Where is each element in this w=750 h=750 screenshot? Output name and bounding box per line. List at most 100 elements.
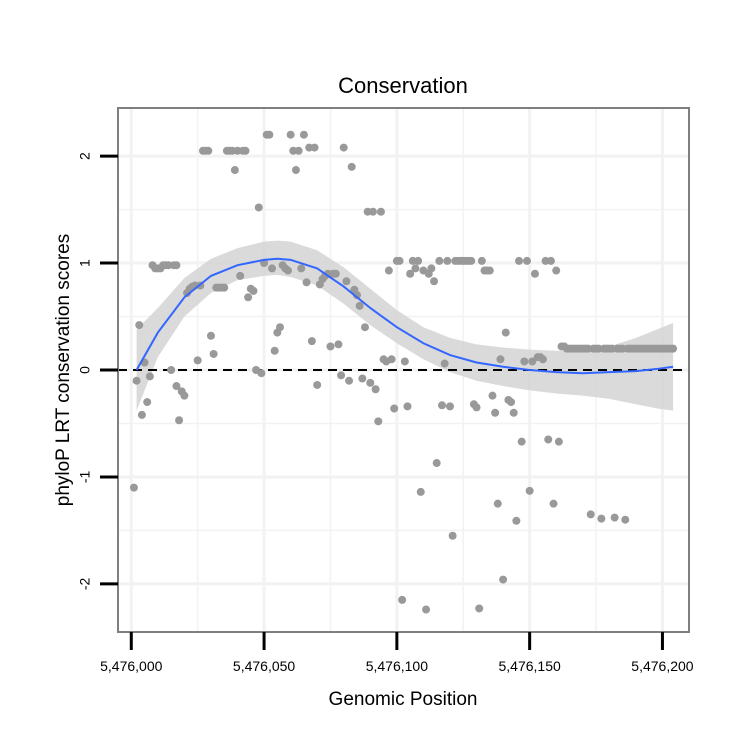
x-tick-label: 5,476,050 (233, 658, 295, 674)
x-axis-title: Genomic Position (329, 689, 478, 710)
data-point (145, 372, 154, 381)
smooth-line (135, 257, 674, 375)
data-point (443, 256, 452, 265)
x-tick-label: 5,476,200 (631, 658, 693, 674)
data-point (175, 416, 184, 425)
data-point (422, 605, 431, 614)
data-point (411, 264, 420, 273)
data-point (257, 369, 266, 378)
data-point (499, 575, 508, 584)
data-point (530, 269, 539, 278)
data-point (552, 266, 561, 275)
data-point (204, 146, 213, 155)
data-point (546, 256, 555, 265)
data-point (467, 256, 476, 265)
y-axis-title: phyloP LRT conservation scores (53, 234, 74, 507)
data-point (313, 380, 322, 389)
data-point (291, 166, 300, 175)
data-point (137, 410, 146, 419)
data-point (432, 459, 441, 468)
y-tick-label: 1 (77, 259, 93, 267)
data-point (268, 264, 277, 273)
data-point (249, 286, 258, 295)
data-point (427, 264, 436, 273)
data-point (345, 376, 354, 385)
data-point (307, 337, 316, 346)
data-point (406, 269, 415, 278)
data-point (586, 510, 595, 519)
data-point (440, 359, 449, 368)
data-point (597, 514, 606, 523)
data-point (368, 207, 377, 216)
data-point (209, 349, 218, 358)
data-point (445, 402, 454, 411)
data-point (299, 130, 308, 139)
data-point (390, 404, 399, 413)
data-point (172, 261, 181, 270)
data-point (488, 391, 497, 400)
data-point (538, 355, 547, 364)
data-point (241, 146, 250, 155)
data-point (520, 357, 529, 366)
data-point (206, 331, 215, 340)
data-point (544, 435, 553, 444)
data-point (270, 346, 279, 355)
data-point (366, 378, 375, 387)
data-point (477, 256, 486, 265)
data-point (398, 595, 407, 604)
data-point (244, 293, 253, 302)
data-point (339, 143, 348, 152)
data-point (193, 356, 202, 365)
data-point (491, 408, 500, 417)
data-point (395, 256, 404, 265)
data-point (286, 130, 295, 139)
data-point (310, 143, 319, 152)
x-axis: 5,476,000 5,476,050 5,476,100 5,476,150 5,47… (100, 632, 694, 674)
data-point (435, 256, 444, 265)
data-point (326, 342, 335, 351)
data-point (512, 516, 521, 525)
data-point (360, 323, 369, 332)
data-point (355, 301, 364, 310)
data-point (400, 357, 409, 366)
data-point (387, 355, 396, 364)
data-point (220, 283, 229, 292)
data-point (297, 264, 306, 273)
data-point (172, 382, 181, 391)
y-axis: -2 -1 0 1 2 (77, 152, 118, 590)
data-point (472, 403, 481, 412)
data-points-layer (129, 130, 678, 614)
data-point (528, 357, 537, 366)
data-point (515, 256, 524, 265)
confidence-band-layer (136, 240, 674, 411)
data-point (337, 371, 346, 380)
data-point (517, 437, 526, 446)
data-point (554, 437, 563, 446)
data-point (448, 531, 457, 540)
data-point (501, 328, 510, 337)
data-point (493, 499, 502, 508)
data-point (276, 323, 284, 332)
data-point (129, 483, 138, 492)
chart-title: Conservation (338, 73, 468, 98)
data-point (180, 391, 189, 400)
data-point (135, 321, 144, 330)
data-point (509, 408, 518, 417)
data-point (621, 515, 630, 524)
data-point (496, 355, 505, 364)
data-point (475, 604, 484, 613)
data-point (376, 207, 385, 216)
data-point (283, 266, 292, 275)
data-point (143, 398, 152, 407)
y-tick-label: -1 (77, 471, 93, 484)
data-point (358, 374, 367, 383)
data-point (374, 417, 383, 426)
data-point (430, 277, 439, 286)
y-tick-label: 2 (77, 152, 93, 160)
data-point (507, 398, 516, 407)
smooth-line-layer (135, 257, 674, 375)
data-point (403, 402, 412, 411)
data-point (549, 499, 558, 508)
data-point (302, 278, 311, 287)
